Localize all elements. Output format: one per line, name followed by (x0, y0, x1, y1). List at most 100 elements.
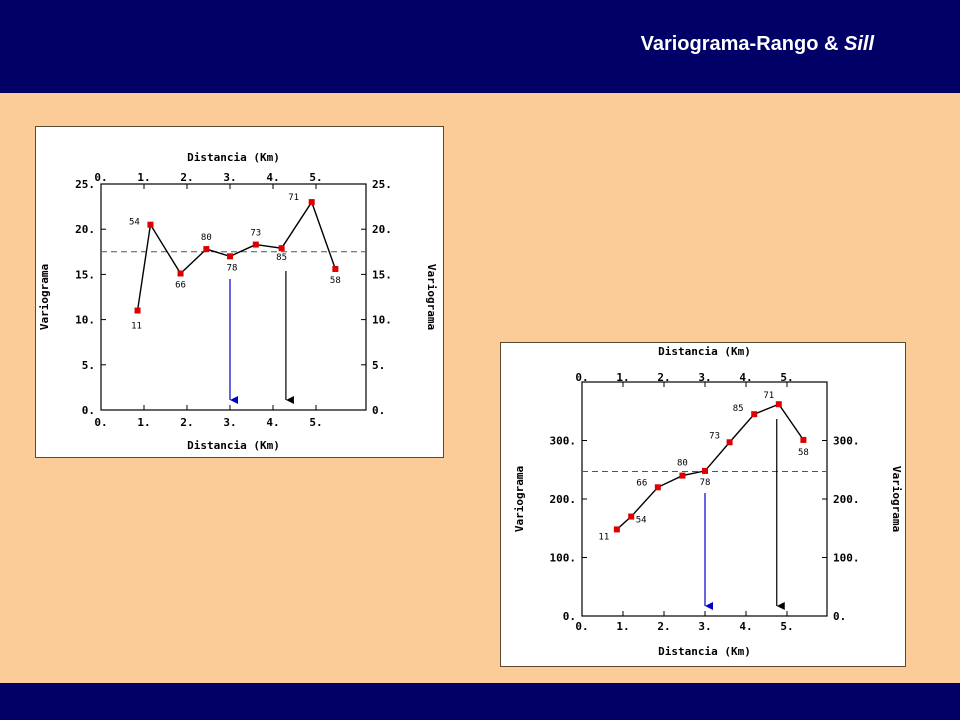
c2-point-label: 11 (598, 532, 609, 542)
c2-ytick-label-left: 300. (550, 435, 577, 448)
c2-xtick-label-bottom: 4. (739, 620, 752, 633)
c1-series-line (136, 200, 337, 311)
c2-point-label: 80 (677, 459, 688, 469)
c1-frame (100, 183, 367, 411)
c1-ylabel-left: Variograma (38, 264, 51, 330)
c1-point-label: 85 (276, 253, 287, 263)
header-bar: Variograma-Rango & Sill (0, 0, 960, 93)
c1-point (308, 199, 315, 206)
c1-ylabel-right: Variograma (425, 264, 438, 330)
c1-xtick-label-bottom: 4. (266, 416, 279, 429)
c1-ytick-label-right: 25. (372, 178, 392, 191)
c2-xtick-label-top: 3. (698, 371, 711, 384)
c2-ytick-label-left: 100. (550, 552, 577, 565)
c2-ytick-label-right: 0. (833, 610, 846, 623)
c1-xtick-label-bottom: 3. (223, 416, 236, 429)
c2-series-line (616, 403, 804, 530)
c1-ytick-label-right: 20. (372, 223, 392, 236)
c2-point-label: 71 (763, 391, 774, 401)
c1-ytick-label-left: 10. (75, 314, 95, 327)
c2-point-label: 85 (733, 404, 744, 414)
c2-xtick-label-bottom: 3. (698, 620, 711, 633)
c1-ytick-label-right: 0. (372, 404, 385, 417)
c1-xtick-label-top: 0. (94, 171, 107, 184)
c1-point-label: 11 (131, 322, 142, 332)
c1-xtick-label-top: 5. (309, 171, 322, 184)
c2-point-label: 66 (636, 478, 647, 488)
c1-ytick-label-left: 20. (75, 223, 95, 236)
c1-point-label: 71 (288, 193, 299, 203)
footer-bar (0, 683, 960, 720)
c1-ytick-label-right: 15. (372, 268, 392, 281)
c1-xtick-label-bottom: 5. (309, 416, 322, 429)
c1-point-label: 73 (250, 229, 261, 239)
variogram-chart-1: Distancia (Km) Distancia (Km) Variograma Va… (35, 126, 444, 458)
c2-point-label: 58 (798, 448, 809, 458)
slide-title-italic: Sill (843, 33, 874, 55)
c1-xtick-label-top: 1. (137, 171, 150, 184)
c2-xtick-label-top: 2. (657, 371, 670, 384)
c1-xtick-label-bottom: 0. (94, 416, 107, 429)
c1-point (278, 245, 285, 252)
c1-point (134, 307, 141, 314)
c1-point (252, 241, 259, 248)
slide-title: Variograma-Rango & Sill (641, 33, 874, 56)
c2-point (679, 472, 686, 479)
c2-ylabel-left: Variograma (513, 466, 526, 532)
c2-point (628, 513, 635, 520)
variogram-chart-2: Distancia (Km) Distancia (Km) Variograma Va… (500, 342, 906, 667)
c1-ytick-label-right: 10. (372, 314, 392, 327)
c1-ytick-label-right: 5. (372, 359, 385, 372)
c2-xtick-label-top: 1. (616, 371, 629, 384)
c2-ytick-label-right: 300. (833, 435, 860, 448)
c1-xtick-label-bottom: 1. (137, 416, 150, 429)
c1-point (177, 270, 184, 277)
c1-ytick-label-left: 15. (75, 268, 95, 281)
c2-ylabel-right: Variograma (890, 466, 903, 532)
c1-point-label: 58 (330, 276, 341, 286)
c2-point-label: 54 (636, 516, 647, 526)
c1-point (227, 253, 233, 260)
c2-ytick-label-left: 200. (550, 493, 577, 506)
c2-point-label: 73 (709, 431, 720, 441)
c2-ytick-label-right: 100. (833, 552, 860, 565)
c1-point (203, 246, 210, 253)
c1-ytick-label-left: 0. (82, 404, 95, 417)
c2-xlabel-bottom: Distancia (Km) (658, 645, 751, 658)
c1-point-label: 78 (227, 263, 238, 273)
c2-xtick-label-bottom: 5. (780, 620, 793, 633)
variogram-chart-2-svg: Distancia (Km) Distancia (Km) Variograma Va… (513, 345, 903, 658)
c2-point (613, 526, 620, 533)
c1-xtick-label-top: 2. (180, 171, 193, 184)
c2-point-label: 78 (700, 478, 711, 488)
c1-xlabel-top: Distancia (Km) (187, 151, 280, 164)
c2-point (654, 484, 661, 491)
c2-xtick-label-top: 5. (780, 371, 793, 384)
c1-point-label: 66 (175, 280, 186, 290)
c2-ytick-label-right: 200. (833, 493, 860, 506)
slide-title-main: Variograma-Rango & (640, 33, 844, 55)
c1-point (332, 265, 339, 272)
c2-point (775, 401, 782, 408)
c1-point-label: 54 (129, 218, 140, 228)
c1-ytick-label-left: 25. (75, 178, 95, 191)
c1-point-label: 80 (201, 233, 212, 243)
c2-ytick-label-left: 0. (563, 610, 576, 623)
c1-xlabel-bottom: Distancia (Km) (187, 439, 280, 452)
c2-xtick-label-bottom: 2. (657, 620, 670, 633)
c2-point (800, 436, 807, 443)
c2-xtick-label-top: 0. (575, 371, 588, 384)
c2-point (726, 439, 733, 446)
c1-xtick-label-top: 4. (266, 171, 279, 184)
c2-xtick-label-bottom: 1. (616, 620, 629, 633)
c1-ytick-label-left: 5. (82, 359, 95, 372)
c2-xtick-label-top: 4. (739, 371, 752, 384)
c2-point (751, 411, 758, 418)
c2-point (702, 467, 708, 474)
c1-xtick-label-top: 3. (223, 171, 236, 184)
variogram-chart-1-svg: Distancia (Km) Distancia (Km) Variograma Va… (38, 151, 438, 452)
c2-xlabel-top: Distancia (Km) (658, 345, 751, 358)
c1-xtick-label-bottom: 2. (180, 416, 193, 429)
c2-xtick-label-bottom: 0. (575, 620, 588, 633)
c1-point (147, 221, 154, 228)
